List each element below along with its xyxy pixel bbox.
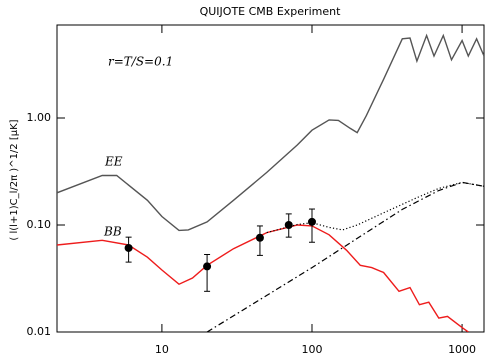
y-tick-label: 1.00: [27, 111, 52, 124]
annotation: r=T/S=0.1: [108, 55, 173, 69]
y-axis-label: ( l(l+1)C_l/2π )^1/2 [μK]: [9, 119, 20, 240]
x-tick-label: 1000: [448, 343, 476, 356]
data-point: [124, 243, 133, 252]
data-point: [255, 233, 264, 242]
series-line: [57, 224, 469, 332]
data-point: [203, 262, 212, 271]
series-line: [206, 181, 484, 332]
series-label: EE: [104, 155, 123, 169]
y-tick-label: 0.01: [27, 325, 52, 338]
series-label: BB: [103, 225, 122, 239]
x-tick-label: 10: [155, 343, 169, 356]
x-tick-label: 100: [301, 343, 322, 356]
data-point: [307, 217, 316, 226]
series-line: [57, 33, 484, 232]
plot-frame: [56, 24, 485, 333]
data-point: [284, 221, 293, 230]
chart-title: QUIJOTE CMB Experiment: [200, 5, 341, 18]
series-line: [266, 181, 484, 234]
y-tick-label: 0.10: [27, 218, 52, 231]
